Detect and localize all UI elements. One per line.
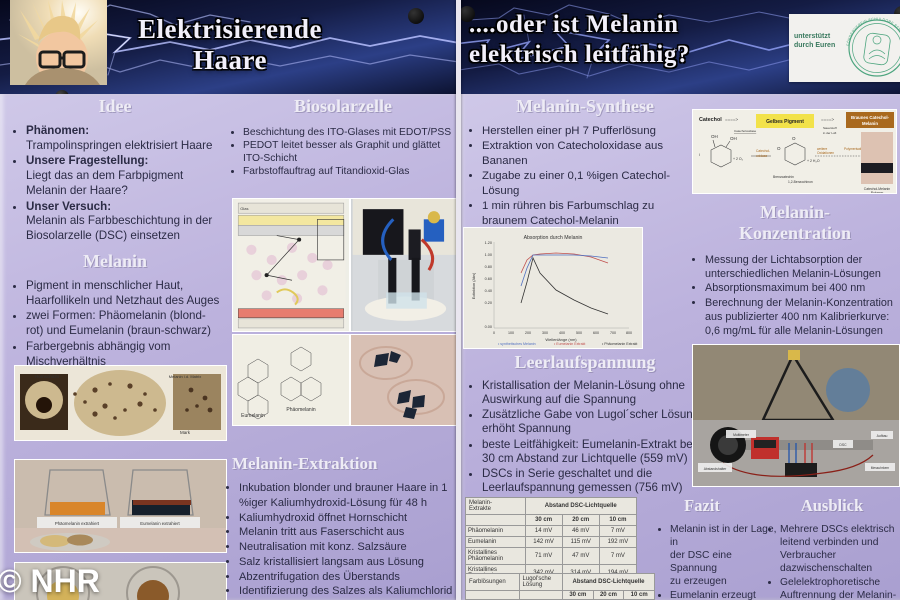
- svg-text:0.20: 0.20: [485, 301, 492, 305]
- svg-text:0.00: 0.00: [485, 325, 492, 329]
- svg-text:Eumelanin: Eumelanin: [241, 413, 265, 419]
- svg-text:300: 300: [542, 331, 548, 335]
- svg-text:+ 2 H₂O: + 2 H₂O: [807, 159, 820, 163]
- svg-text:Eumelanin extrahiert: Eumelanin extrahiert: [140, 521, 180, 526]
- svg-text:• synthetisches Melanin: • synthetisches Melanin: [498, 342, 536, 346]
- svg-text:Phäomelanin: Phäomelanin: [286, 407, 315, 413]
- svg-text:Phäomelanin extrahiert: Phäomelanin extrahiert: [55, 521, 100, 526]
- svg-text:I: I: [699, 153, 700, 157]
- svg-text:Gelbes Pigment: Gelbes Pigment: [766, 119, 804, 125]
- svg-text:====>: ====>: [725, 117, 739, 122]
- svg-text:Messuhrkern: Messuhrkern: [871, 466, 890, 470]
- svg-text:800: 800: [626, 331, 632, 335]
- svg-text:0.60: 0.60: [485, 277, 492, 281]
- svg-text:+ 2 O₂: + 2 O₂: [733, 157, 744, 161]
- svg-text:Catecholoxidase: Catecholoxidase: [734, 129, 757, 133]
- svg-text:• Phäomelanin Extrakt: • Phäomelanin Extrakt: [602, 342, 637, 346]
- svg-text:Melanin: Melanin: [862, 121, 878, 126]
- svg-text:Glas: Glas: [240, 206, 248, 211]
- svg-text:DSC: DSC: [839, 443, 847, 447]
- svg-text:Mark: Mark: [180, 430, 191, 435]
- svg-text:700: 700: [610, 331, 616, 335]
- svg-text:1,2-Benzochinon: 1,2-Benzochinon: [788, 180, 813, 184]
- svg-text:1.00: 1.00: [485, 253, 492, 257]
- svg-text:Aufbau: Aufbau: [877, 434, 888, 438]
- svg-text:O: O: [792, 136, 796, 141]
- svg-text:oxidase: oxidase: [756, 154, 768, 158]
- svg-text:Melanin i.d. Matrix: Melanin i.d. Matrix: [169, 374, 201, 379]
- svg-text:Brenzcatechin: Brenzcatechin: [773, 175, 794, 179]
- svg-text:====>: ====>: [821, 117, 835, 122]
- svg-text:Sauerstoff: Sauerstoff: [823, 126, 837, 130]
- svg-text:Braunes Catechol-: Braunes Catechol-: [851, 115, 890, 120]
- svg-text:Extinktion (Abs): Extinktion (Abs): [472, 272, 476, 299]
- svg-text:0.40: 0.40: [485, 289, 492, 293]
- svg-text:FÖRDERVEREIN SCHULDORF BERGSTR: FÖRDERVEREIN SCHULDORF BERGSTRASSE: [789, 14, 900, 48]
- svg-text:Abstandshalter: Abstandshalter: [704, 467, 727, 471]
- svg-text:400: 400: [559, 331, 565, 335]
- svg-text:Absorption durch Melanin: Absorption durch Melanin: [524, 235, 583, 241]
- svg-text:OH: OH: [730, 136, 737, 141]
- svg-text:• Eumelanin Extrakt: • Eumelanin Extrakt: [554, 342, 585, 346]
- svg-text:Catechol: Catechol: [699, 117, 722, 123]
- svg-text:500: 500: [576, 331, 582, 335]
- svg-text:O: O: [777, 146, 781, 151]
- svg-text:Catechol-: Catechol-: [756, 149, 770, 153]
- svg-text:OH: OH: [711, 134, 718, 139]
- svg-text:Multimeter: Multimeter: [733, 433, 750, 437]
- svg-text:0.80: 0.80: [485, 265, 492, 269]
- svg-text:Oxidationen: Oxidationen: [817, 151, 834, 155]
- svg-text:Hornschicht: Hornschicht: [35, 374, 60, 379]
- svg-text:in der Luft: in der Luft: [823, 131, 837, 135]
- svg-text:0: 0: [493, 331, 495, 335]
- svg-text:Polymer: Polymer: [871, 191, 884, 193]
- svg-text:100: 100: [508, 331, 514, 335]
- svg-text:200: 200: [525, 331, 531, 335]
- svg-text:600: 600: [593, 331, 599, 335]
- svg-text:1.20: 1.20: [485, 241, 492, 245]
